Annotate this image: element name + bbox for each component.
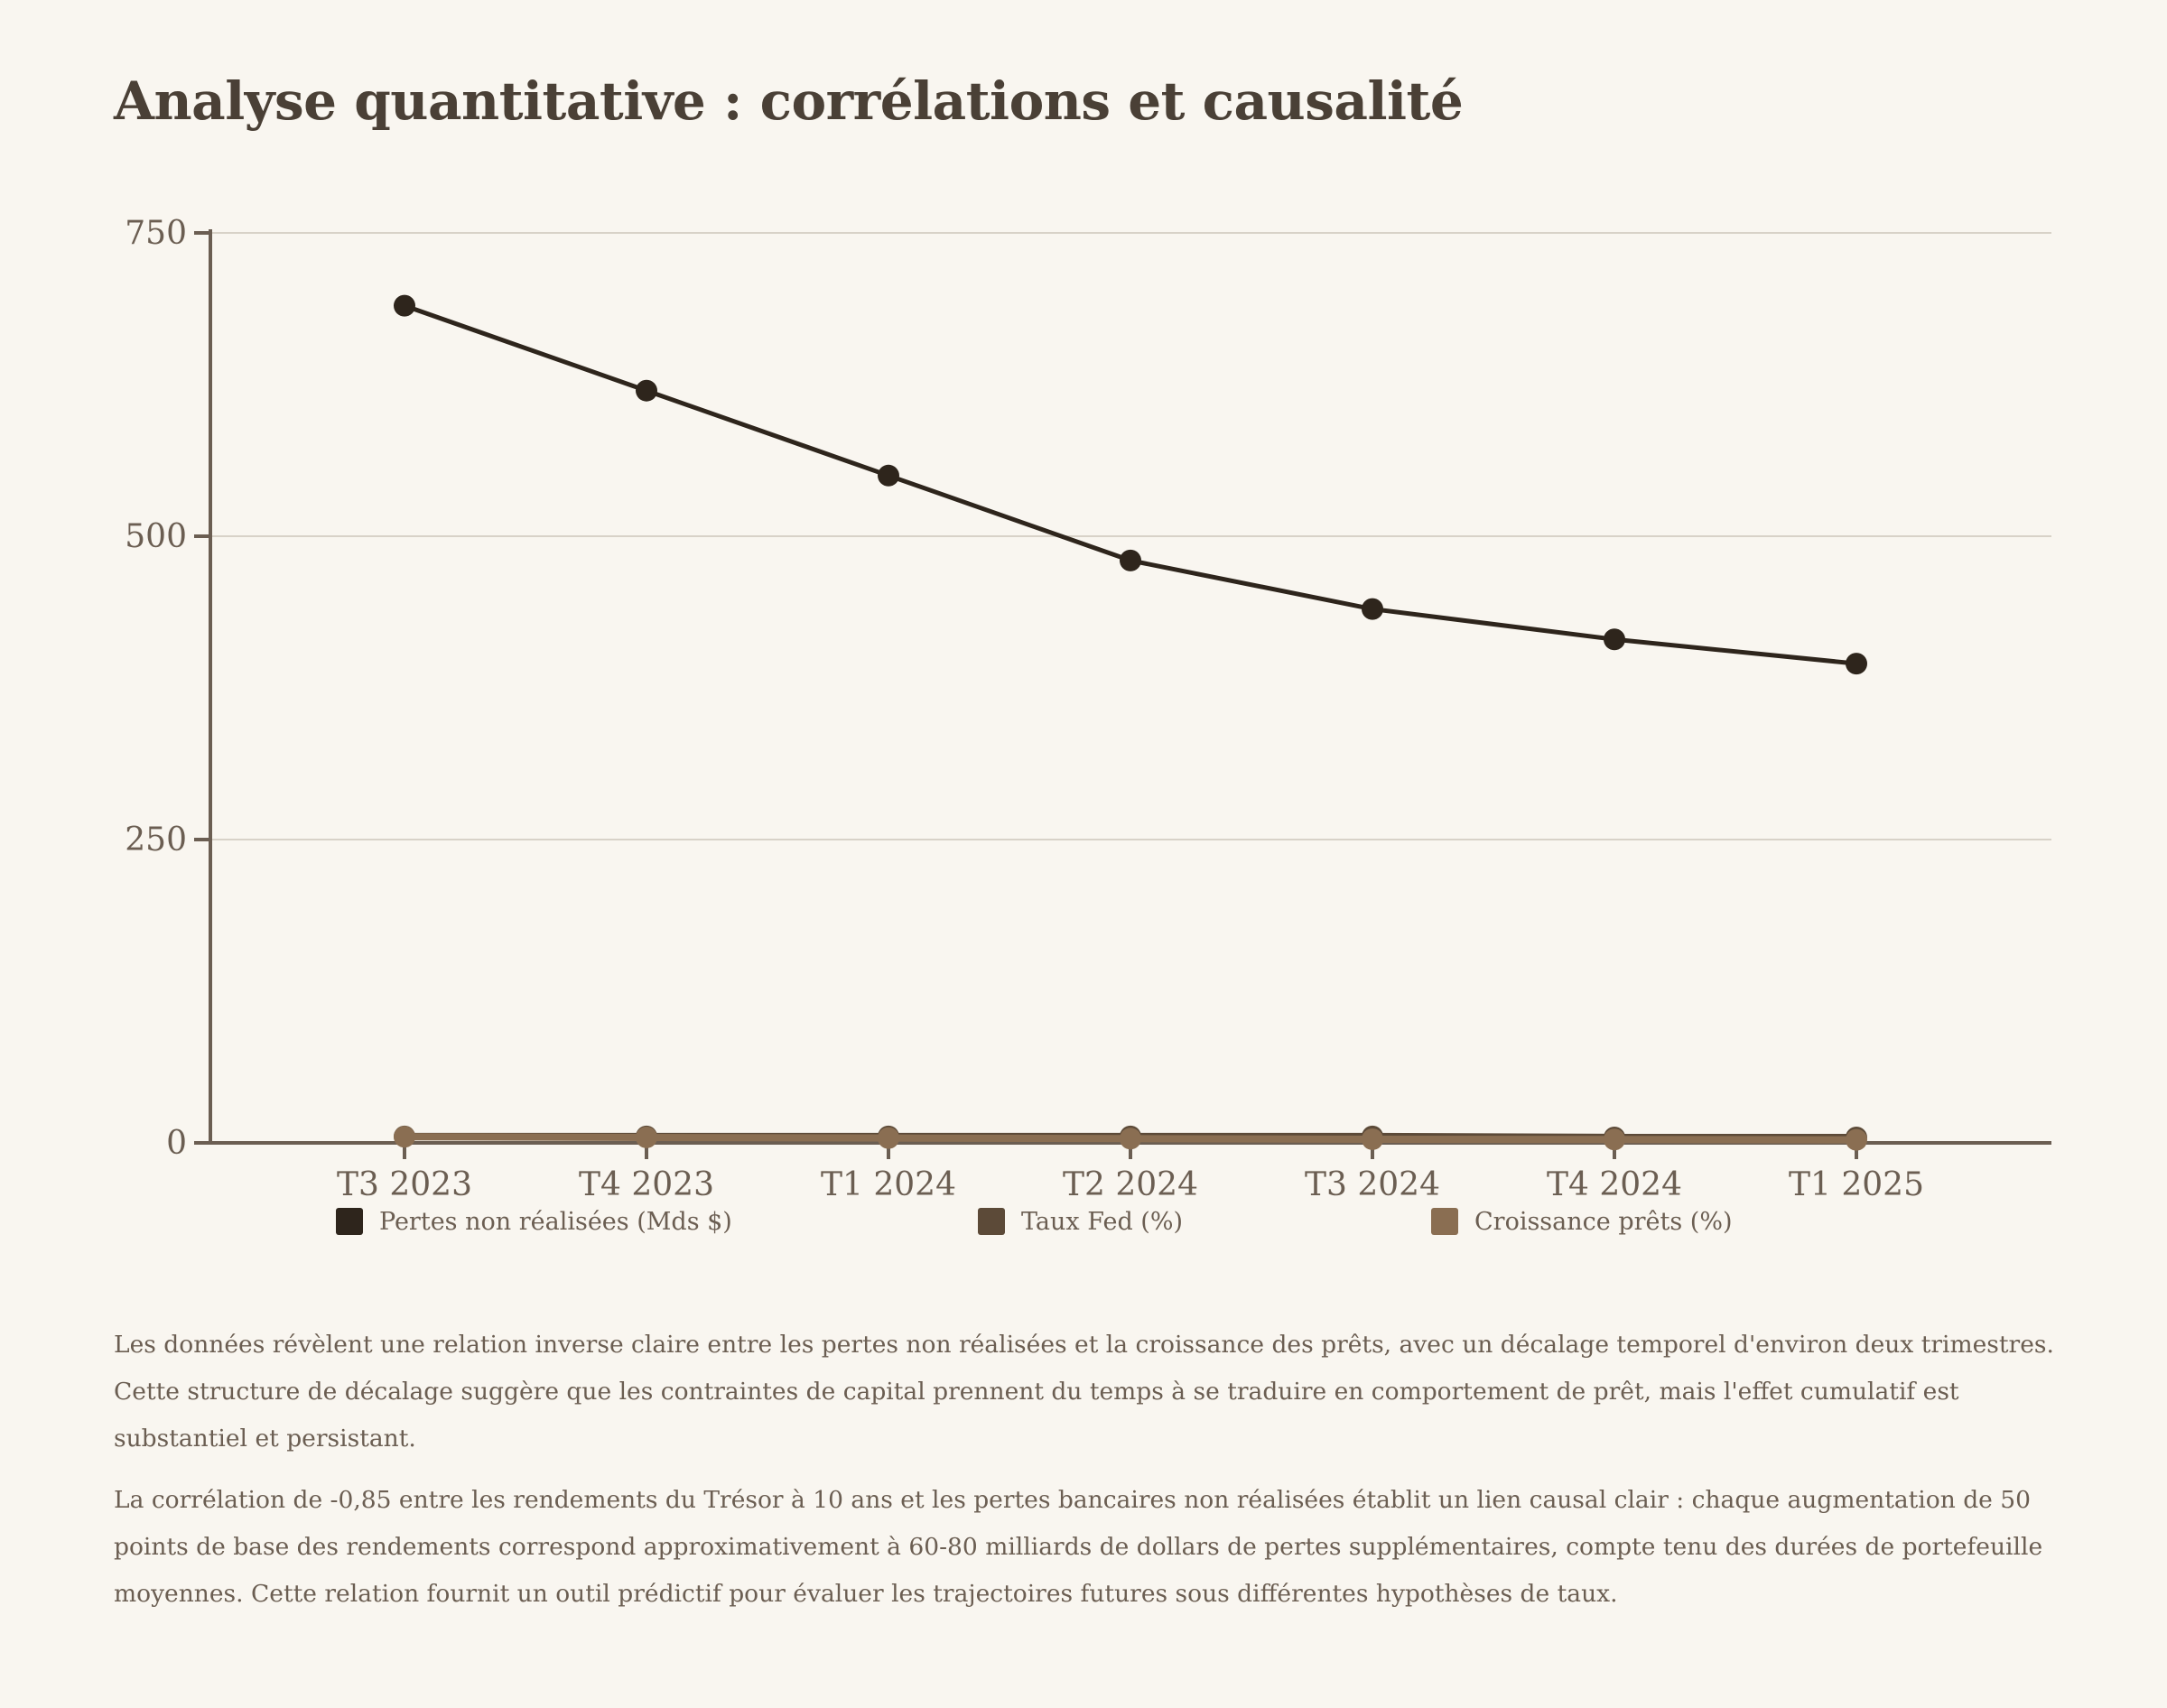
data-point-2-0 [394,1126,415,1148]
y-axis-ticks: 0 250 500 750 [125,215,210,1162]
chart-series [394,294,1867,1151]
x-axis-ticks: T3 2023 T4 2023 T1 2024 T2 2024 T3 2024 T4 20… [337,1143,1924,1203]
data-point-2-4 [1362,1128,1383,1150]
legend-swatch-1 [978,1208,1005,1235]
legend-label-1: Taux Fed (%) [1021,1208,1183,1236]
data-point-2-5 [1604,1128,1625,1151]
x-tick-label-6: T1 2025 [1789,1166,1924,1203]
data-point-0-6 [1846,653,1867,675]
y-tick-label-250: 250 [125,822,187,859]
analysis-paragraph-1: Les données révèlent une relation invers… [114,1331,2054,1453]
y-tick-label-500: 500 [125,518,187,555]
data-point-0-5 [1604,628,1625,651]
page-title: Analyse quantitative : corrélations et c… [114,70,1464,132]
x-tick-label-3: T2 2024 [1063,1166,1198,1203]
y-tick-label-750: 750 [125,215,187,252]
legend-label-0: Pertes non réalisées (Mds $) [379,1208,732,1236]
data-point-0-4 [1362,598,1383,620]
x-tick-label-0: T3 2023 [337,1166,472,1203]
data-point-2-1 [636,1126,657,1148]
analysis-paragraph-2: La corrélation de -0,85 entre les rendem… [114,1486,2043,1608]
x-tick-label-5: T4 2024 [1547,1166,1682,1203]
legend-label-2: Croissance prêts (%) [1474,1208,1733,1236]
data-point-0-0 [394,294,415,317]
y-tick-label-0: 0 [166,1125,187,1162]
series-line-0 [404,303,1857,666]
x-tick-label-2: T1 2024 [821,1166,956,1203]
analysis-text: Les données révèlent une relation invers… [114,1322,2055,1632]
data-point-2-3 [1120,1128,1141,1150]
data-point-0-2 [878,464,899,487]
data-point-0-3 [1120,549,1141,571]
chart-legend: Pertes non réalisées (Mds $) Taux Fed (%)… [336,1208,1733,1236]
legend-swatch-2 [1431,1208,1458,1235]
data-point-0-1 [636,379,657,402]
chart-grid [210,232,2051,840]
data-point-2-2 [878,1127,899,1149]
legend-swatch-0 [336,1208,363,1235]
data-point-2-6 [1846,1128,1867,1151]
x-tick-label-4: T3 2024 [1305,1166,1440,1203]
chart-axes [194,229,2051,1145]
x-tick-label-1: T4 2023 [579,1166,714,1203]
